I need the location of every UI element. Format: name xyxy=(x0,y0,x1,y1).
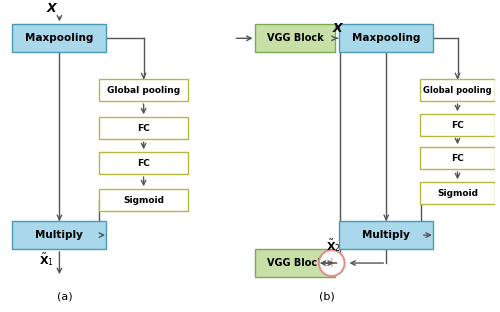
Text: FC: FC xyxy=(451,154,464,163)
Text: +: + xyxy=(326,256,338,270)
FancyBboxPatch shape xyxy=(12,221,106,249)
Text: X: X xyxy=(332,22,342,35)
FancyBboxPatch shape xyxy=(420,79,494,101)
FancyBboxPatch shape xyxy=(339,221,433,249)
FancyBboxPatch shape xyxy=(12,24,106,52)
Text: (b): (b) xyxy=(319,291,334,301)
FancyBboxPatch shape xyxy=(256,249,334,277)
Text: FC: FC xyxy=(137,124,150,133)
Text: Multiply: Multiply xyxy=(362,230,410,240)
FancyBboxPatch shape xyxy=(256,24,334,52)
Text: Maxpooling: Maxpooling xyxy=(25,33,94,43)
Text: VGG Block: VGG Block xyxy=(266,258,324,268)
Text: Global pooling: Global pooling xyxy=(423,86,492,95)
Text: Multiply: Multiply xyxy=(36,230,84,240)
Text: $\tilde{\mathbf{X}}_2$: $\tilde{\mathbf{X}}_2$ xyxy=(326,236,341,254)
FancyBboxPatch shape xyxy=(339,24,433,52)
Text: VGG Block: VGG Block xyxy=(266,33,324,43)
FancyBboxPatch shape xyxy=(420,147,494,169)
FancyBboxPatch shape xyxy=(420,182,494,204)
Text: Sigmoid: Sigmoid xyxy=(437,189,478,197)
Text: X: X xyxy=(46,2,56,15)
Text: Maxpooling: Maxpooling xyxy=(352,33,420,43)
Text: FC: FC xyxy=(451,121,464,130)
Text: FC: FC xyxy=(137,159,150,168)
FancyBboxPatch shape xyxy=(99,79,188,101)
Text: (a): (a) xyxy=(56,291,72,301)
Text: Global pooling: Global pooling xyxy=(107,86,180,95)
Text: Sigmoid: Sigmoid xyxy=(123,196,164,205)
Circle shape xyxy=(319,250,344,276)
FancyBboxPatch shape xyxy=(99,117,188,139)
Text: $\tilde{\mathbf{X}}_1$: $\tilde{\mathbf{X}}_1$ xyxy=(38,251,54,267)
FancyBboxPatch shape xyxy=(99,152,188,174)
FancyBboxPatch shape xyxy=(420,114,494,136)
FancyBboxPatch shape xyxy=(99,189,188,211)
